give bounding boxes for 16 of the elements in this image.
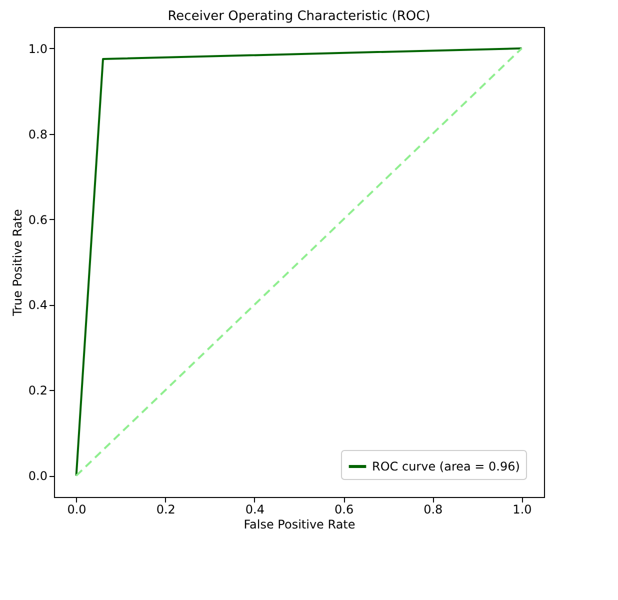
x-tick-label: 1.0 [512, 502, 532, 516]
chart-title: Receiver Operating Characteristic (ROC) [168, 9, 430, 24]
y-axis-title: True Positive Rate [10, 209, 24, 317]
y-tick-label: 0.2 [28, 384, 48, 398]
x-tick-label: 0.2 [156, 502, 176, 516]
y-tick-label: 1.0 [28, 42, 48, 56]
x-tick-label: 0.4 [245, 502, 264, 516]
x-tick-label: 0.0 [67, 502, 86, 516]
legend-label: ROC curve (area = 0.96) [372, 460, 520, 474]
y-tick-label: 0.8 [28, 127, 48, 142]
x-axis-title: False Positive Rate [244, 518, 356, 532]
y-tick-label: 0.0 [28, 469, 48, 484]
x-tick-label: 0.6 [334, 502, 354, 516]
x-tick-label: 0.8 [424, 502, 443, 516]
y-tick-label: 0.6 [28, 212, 48, 227]
y-tick-label: 0.4 [28, 298, 48, 312]
